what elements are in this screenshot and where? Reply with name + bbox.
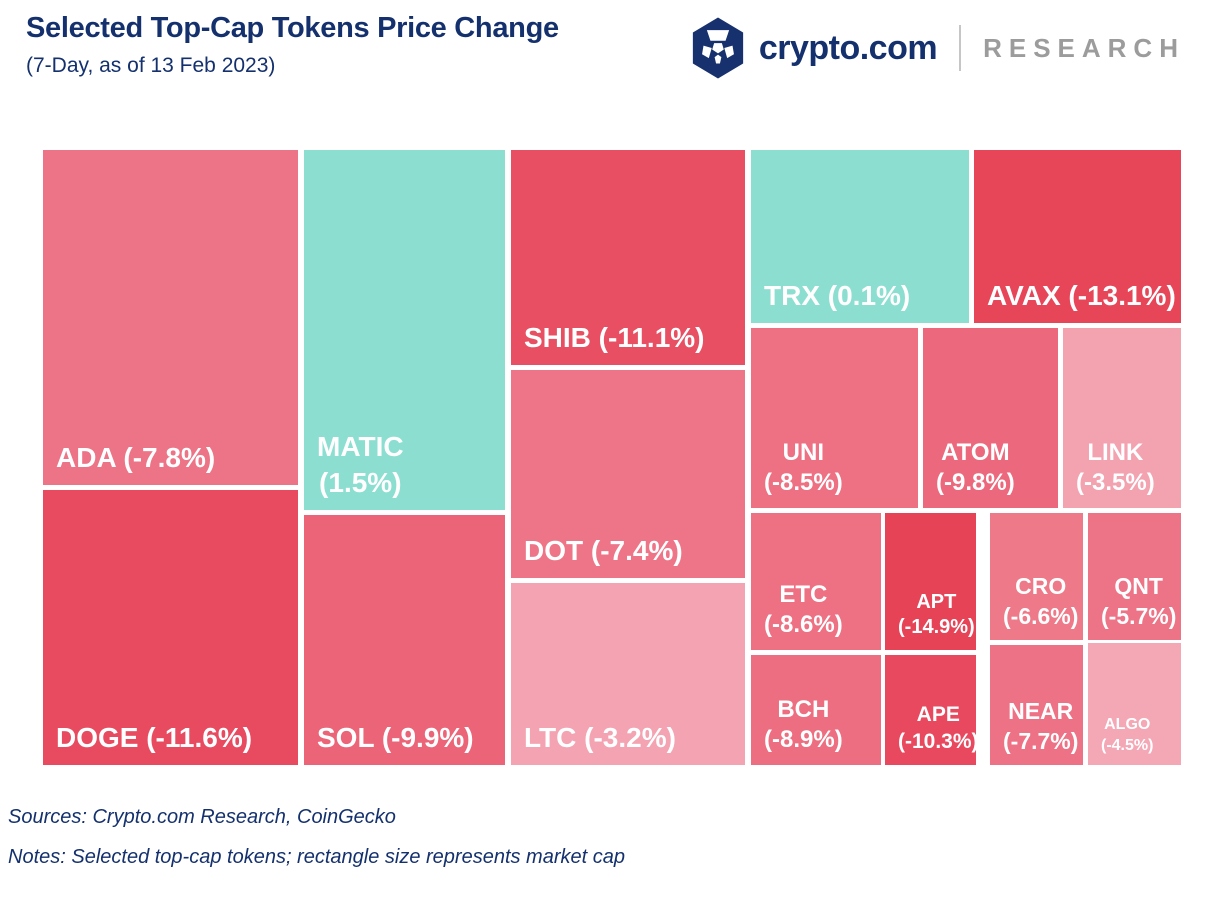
- page-subtitle: (7-Day, as of 13 Feb 2023): [26, 54, 276, 77]
- treemap-cell-ape: APE (-10.3%): [885, 655, 979, 765]
- token-label-apt: APT (-14.9%): [898, 590, 975, 639]
- treemap-cell-trx: TRX (0.1%): [751, 150, 969, 323]
- token-label-matic: MATIC (1.5%): [317, 431, 404, 499]
- treemap-chart: ADA (-7.8%) DOGE (-11.6%) MATIC (1.5%) SOL (…: [43, 150, 1181, 768]
- treemap-cell-qnt: QNT (-5.7%): [1088, 513, 1181, 640]
- treemap-cell-etc: ETC (-8.6%): [751, 513, 881, 650]
- treemap-cell-link: LINK (-3.5%): [1063, 328, 1181, 508]
- treemap-cell-apt: APT (-14.9%): [885, 513, 976, 650]
- token-label-algo: ALGO (-4.5%): [1101, 716, 1154, 754]
- treemap-cell-shib: SHIB (-11.1%): [511, 150, 745, 365]
- brand-wordmark: crypto.com: [758, 28, 938, 67]
- treemap-cell-dot: DOT (-7.4%): [511, 370, 745, 578]
- brand-research-label: RESEARCH: [983, 32, 1185, 63]
- treemap-cell-algo: ALGO (-4.5%): [1088, 643, 1181, 765]
- token-label-trx: TRX (0.1%): [764, 280, 911, 312]
- treemap-cell-near: NEAR (-7.7%): [990, 645, 1083, 765]
- treemap-cell-cro: CRO (-6.6%): [990, 513, 1083, 640]
- token-label-qnt: QNT (-5.7%): [1101, 573, 1177, 629]
- treemap-cell-atom: ATOM (-9.8%): [923, 328, 1058, 508]
- token-label-avax: AVAX (-13.1%): [987, 280, 1176, 312]
- treemap-cell-ada: ADA (-7.8%): [43, 150, 298, 485]
- treemap-cell-bch: BCH (-8.9%): [751, 655, 881, 765]
- page-title: Selected Top-Cap Tokens Price Change: [26, 12, 559, 44]
- token-label-doge: DOGE (-11.6%): [56, 722, 253, 754]
- treemap-cell-matic: MATIC (1.5%): [304, 150, 505, 510]
- token-label-sol: SOL (-9.9%): [317, 722, 474, 754]
- token-label-link: LINK (-3.5%): [1076, 438, 1155, 497]
- treemap-cell-uni: UNI (-8.5%): [751, 328, 918, 508]
- treemap-cell-avax: AVAX (-13.1%): [974, 150, 1181, 323]
- token-label-bch: BCH (-8.9%): [764, 695, 843, 754]
- treemap-cell-ltc: LTC (-3.2%): [511, 583, 745, 765]
- methodology-note: Notes: Selected top-cap tokens; rectangl…: [8, 846, 625, 868]
- token-label-cro: CRO (-6.6%): [1003, 573, 1079, 629]
- crypto-com-logo-icon: [692, 17, 743, 79]
- token-label-uni: UNI (-8.5%): [764, 438, 843, 497]
- chart-footer: Sources: Crypto.com Research, CoinGecko …: [8, 806, 625, 869]
- treemap-cell-doge: DOGE (-11.6%): [43, 490, 298, 765]
- token-label-ape: APE (-10.3%): [898, 703, 979, 754]
- token-label-etc: ETC (-8.6%): [764, 580, 843, 639]
- brand-lockup: crypto.com RESEARCH: [689, 16, 1185, 80]
- sources-note: Sources: Crypto.com Research, CoinGecko: [8, 806, 396, 828]
- token-label-ltc: LTC (-3.2%): [524, 722, 676, 754]
- header-titles: Selected Top-Cap Tokens Price Change (7-…: [26, 12, 559, 78]
- treemap-cell-sol: SOL (-9.9%): [304, 515, 505, 765]
- token-label-atom: ATOM (-9.8%): [936, 438, 1015, 497]
- token-label-ada: ADA (-7.8%): [56, 442, 216, 474]
- token-label-near: NEAR (-7.7%): [1003, 698, 1079, 754]
- token-label-dot: DOT (-7.4%): [524, 535, 683, 567]
- brand-divider: [959, 25, 962, 71]
- token-label-shib: SHIB (-11.1%): [524, 322, 705, 354]
